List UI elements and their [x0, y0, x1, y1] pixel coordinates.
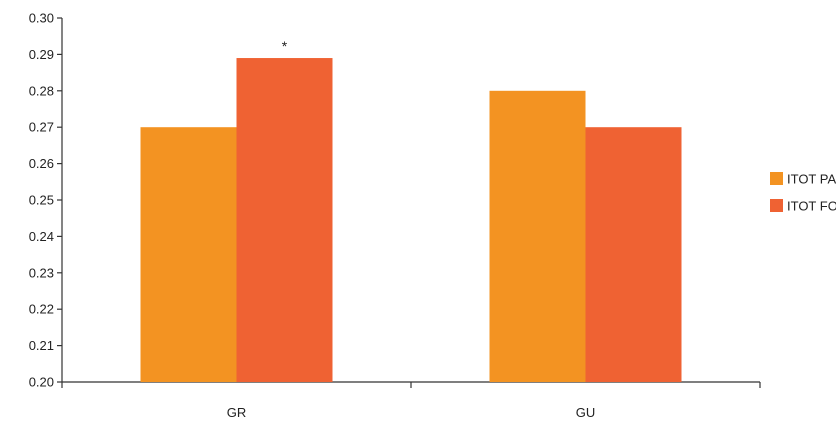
y-tick-label: 0.22 [29, 302, 54, 317]
y-tick-label: 0.30 [29, 11, 54, 26]
y-tick-label: 0.21 [29, 338, 54, 353]
legend: ITOT PA ITOT FO [770, 172, 836, 214]
x-axis: GR GU [61, 381, 761, 420]
bar-gu-itot-fo [585, 127, 682, 382]
y-tick-label: 0.28 [29, 83, 54, 98]
legend-label: ITOT PA [787, 172, 836, 187]
x-category-label: GR [227, 405, 247, 420]
y-tick-label: 0.23 [29, 265, 54, 280]
bar-gr-itot-pa [140, 127, 237, 382]
y-tick-label: 0.20 [29, 375, 54, 390]
annotations: * [282, 38, 288, 54]
bars [140, 58, 682, 383]
significance-marker: * [282, 38, 288, 54]
legend-swatch [770, 199, 783, 212]
bar-gu-itot-pa [489, 90, 586, 383]
y-axis: 0.20 0.21 0.22 0.23 0.24 0.25 0.26 0.27 0.28 0.29… [29, 11, 63, 390]
legend-label: ITOT FO [787, 199, 836, 214]
legend-swatch [770, 172, 783, 185]
y-tick-label: 0.26 [29, 156, 54, 171]
y-tick-label: 0.25 [29, 193, 54, 208]
bar-gr-itot-fo [236, 58, 333, 382]
y-tick-label: 0.27 [29, 120, 54, 135]
y-tick-label: 0.24 [29, 229, 54, 244]
x-category-label: GU [576, 405, 596, 420]
y-tick-label: 0.29 [29, 47, 54, 62]
